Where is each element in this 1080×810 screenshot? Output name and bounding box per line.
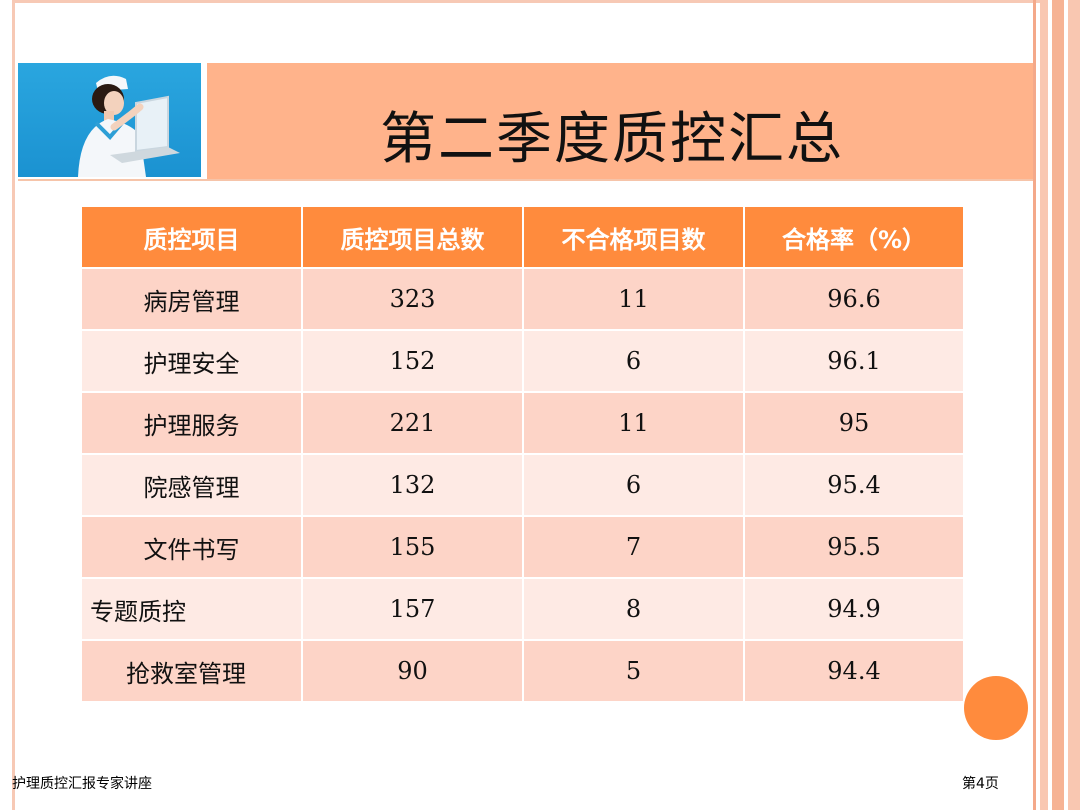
table-row: 护理安全 152 6 96.1 bbox=[82, 330, 965, 393]
cell-failed: 5 bbox=[523, 640, 745, 703]
footer-page-number: 第4页 bbox=[962, 776, 999, 792]
cell-pass-rate: 94.9 bbox=[744, 578, 965, 641]
quality-control-table: 质控项目 质控项目总数 不合格项目数 合格率（%） 病房管理 323 11 96… bbox=[82, 207, 965, 703]
cell-item: 专题质控 bbox=[82, 578, 303, 641]
column-header-item: 质控项目 bbox=[82, 207, 303, 269]
cell-pass-rate: 94.4 bbox=[744, 640, 965, 703]
cell-item: 护理安全 bbox=[82, 330, 303, 393]
column-header-total: 质控项目总数 bbox=[302, 207, 524, 269]
title-banner bbox=[207, 63, 1033, 179]
footer-presentation-title: 护理质控汇报专家讲座 bbox=[12, 776, 152, 792]
cell-failed: 6 bbox=[523, 454, 745, 517]
cell-failed: 8 bbox=[523, 578, 745, 641]
nurse-with-laptop-icon bbox=[78, 75, 180, 177]
cell-total: 90 bbox=[302, 640, 524, 703]
table-row: 病房管理 323 11 96.6 bbox=[82, 268, 965, 331]
cell-total: 155 bbox=[302, 516, 524, 579]
slide-frame-left bbox=[12, 0, 15, 810]
nurse-photo bbox=[18, 63, 201, 177]
cell-failed: 11 bbox=[523, 392, 745, 455]
cell-total: 221 bbox=[302, 392, 524, 455]
table-row: 抢救室管理 90 5 94.4 bbox=[82, 640, 965, 703]
slide-title: 第二季度质控汇总 bbox=[380, 107, 844, 172]
column-header-failed: 不合格项目数 bbox=[523, 207, 745, 269]
cell-total: 157 bbox=[302, 578, 524, 641]
title-underline bbox=[18, 179, 1033, 181]
cell-item: 护理服务 bbox=[82, 392, 303, 455]
cell-item: 病房管理 bbox=[82, 268, 303, 331]
decor-stripe-3 bbox=[1052, 0, 1064, 810]
decor-stripe-1 bbox=[1033, 0, 1036, 810]
table-header-row: 质控项目 质控项目总数 不合格项目数 合格率（%） bbox=[82, 207, 965, 269]
cell-total: 152 bbox=[302, 330, 524, 393]
cell-item: 院感管理 bbox=[82, 454, 303, 517]
cell-item: 文件书写 bbox=[82, 516, 303, 579]
decor-stripe-4 bbox=[1068, 0, 1080, 810]
table-row: 院感管理 132 6 95.4 bbox=[82, 454, 965, 517]
cell-total: 323 bbox=[302, 268, 524, 331]
cell-item: 抢救室管理 bbox=[82, 640, 303, 703]
cell-total: 132 bbox=[302, 454, 524, 517]
cell-failed: 11 bbox=[523, 268, 745, 331]
cell-failed: 7 bbox=[523, 516, 745, 579]
table-row: 护理服务 221 11 95 bbox=[82, 392, 965, 455]
cell-pass-rate: 96.6 bbox=[744, 268, 965, 331]
cell-pass-rate: 96.1 bbox=[744, 330, 965, 393]
cell-failed: 6 bbox=[523, 330, 745, 393]
table-row: 文件书写 155 7 95.5 bbox=[82, 516, 965, 579]
slide-frame-top bbox=[12, 0, 1042, 3]
decor-stripe-2 bbox=[1040, 0, 1048, 810]
table-row: 专题质控 157 8 94.9 bbox=[82, 578, 965, 641]
column-header-pass-rate: 合格率（%） bbox=[744, 207, 965, 269]
cell-pass-rate: 95.5 bbox=[744, 516, 965, 579]
cell-pass-rate: 95.4 bbox=[744, 454, 965, 517]
cell-pass-rate: 95 bbox=[744, 392, 965, 455]
decor-circle bbox=[964, 676, 1028, 740]
